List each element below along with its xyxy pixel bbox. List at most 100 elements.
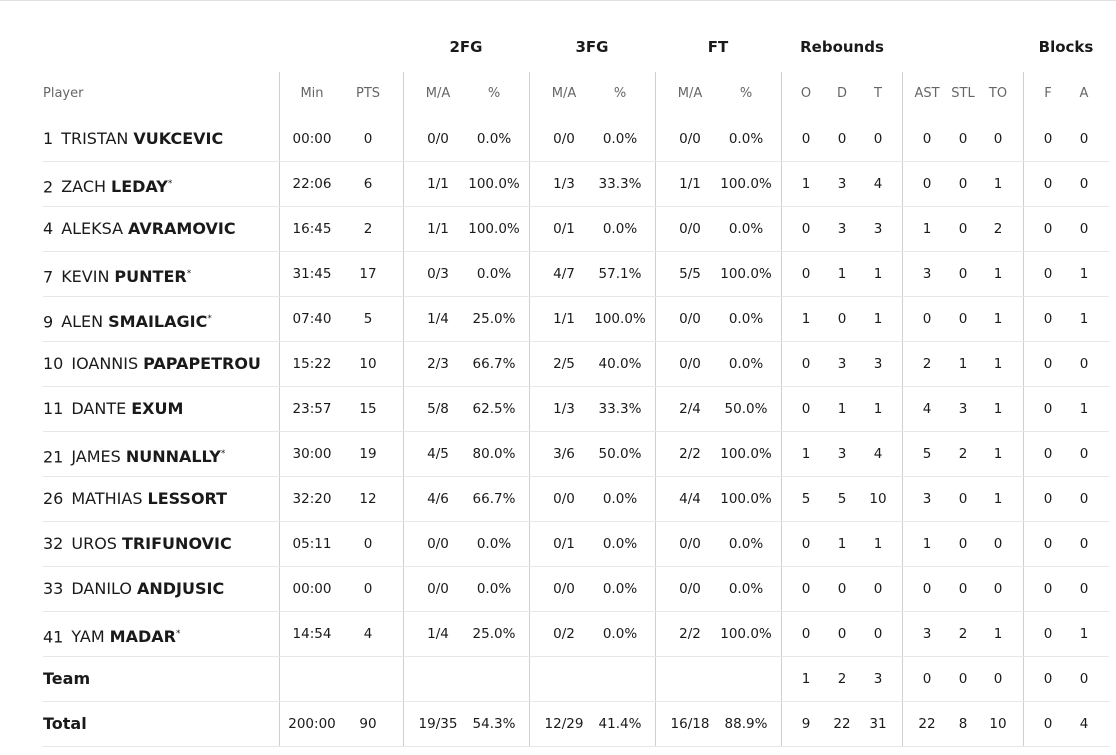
stat-cell: 0	[1043, 716, 1053, 732]
row-divider	[43, 341, 1109, 342]
player-last-name: MADAR	[109, 627, 176, 647]
stat-cell: 0	[801, 626, 811, 642]
stat-cell: 1	[993, 491, 1003, 507]
player-last-name: PUNTER	[114, 267, 187, 287]
stat-cell: 40.0%	[598, 356, 642, 372]
stat-cell: 2/2	[679, 446, 701, 462]
stat-cell: 10	[989, 716, 1007, 732]
stat-cell: 0/0	[427, 131, 449, 147]
row-divider	[43, 161, 1109, 162]
stat-cell: 0	[873, 131, 883, 147]
stat-cell: 0	[922, 581, 932, 597]
stat-cell: 1	[837, 401, 847, 417]
stat-cell: 0	[1079, 671, 1089, 687]
player-number: 1	[43, 129, 54, 148]
stat-cell: 0	[1079, 131, 1089, 147]
stat-cell: 0.0%	[476, 266, 512, 282]
player-first-name: ZACH	[61, 177, 107, 197]
stat-cell: 80.0%	[472, 446, 516, 462]
stat-cell: 4/6	[427, 491, 449, 507]
stat-cell: 0	[1079, 446, 1089, 462]
stat-cell: 3	[837, 356, 847, 372]
stat-cell: 22	[918, 716, 936, 732]
column-divider	[781, 72, 782, 747]
group-header: FT	[707, 38, 729, 56]
stat-cell: 0	[873, 626, 883, 642]
stat-cell: 2	[837, 671, 847, 687]
stat-cell: 62.5%	[472, 401, 516, 417]
column-header: Min	[300, 86, 324, 101]
stat-cell: 0.0%	[602, 491, 638, 507]
stat-cell: 1/3	[553, 176, 575, 192]
stat-cell: 1	[837, 536, 847, 552]
stat-cell: 0	[1043, 356, 1053, 372]
stat-cell: 1	[993, 626, 1003, 642]
stat-cell: 1	[873, 311, 883, 327]
stat-cell: 6	[363, 176, 373, 192]
stat-cell: 0/0	[679, 311, 701, 327]
stat-cell: 0	[801, 401, 811, 417]
player-number: 32	[43, 534, 64, 553]
starter-mark: *	[220, 449, 226, 459]
stat-cell: 0	[801, 581, 811, 597]
player-name: 11 DANTE EXUM	[43, 399, 183, 419]
stat-cell: 0	[801, 221, 811, 237]
stat-cell: 66.7%	[472, 356, 516, 372]
stat-cell: 0	[1079, 221, 1089, 237]
player-name: 9 ALEN SMAILAGIC*	[43, 309, 212, 332]
stat-cell: 0	[958, 536, 968, 552]
stat-cell: 12	[359, 491, 377, 507]
stat-cell: 25.0%	[472, 311, 516, 327]
column-header: D	[836, 86, 848, 101]
stat-cell: 0/0	[427, 581, 449, 597]
stat-cell: 0/0	[679, 131, 701, 147]
row-divider	[43, 251, 1109, 252]
stat-cell: 0/0	[427, 536, 449, 552]
stat-cell: 0	[1043, 401, 1053, 417]
stat-cell: 0	[1079, 491, 1089, 507]
stat-cell: 88.9%	[724, 716, 768, 732]
player-name: 41 YAM MADAR*	[43, 624, 180, 647]
stat-cell: 33.3%	[598, 401, 642, 417]
row-divider	[43, 521, 1109, 522]
player-first-name: DANTE	[71, 399, 127, 418]
stat-cell: 1	[801, 446, 811, 462]
stat-cell: 0/3	[427, 266, 449, 282]
column-header: PTS	[355, 86, 381, 101]
stat-cell: 0.0%	[728, 221, 764, 237]
stat-cell: 0	[1043, 131, 1053, 147]
group-header: Blocks	[1038, 38, 1094, 56]
row-divider	[43, 206, 1109, 207]
stat-cell: 1	[922, 536, 932, 552]
stat-cell: 32:20	[292, 491, 332, 507]
stat-cell: 4/7	[553, 266, 575, 282]
column-header: M/A	[425, 86, 451, 101]
row-divider	[43, 566, 1109, 567]
player-first-name: DANILO	[71, 579, 132, 598]
stat-cell: 2	[363, 221, 373, 237]
player-number: 10	[43, 354, 64, 373]
player-first-name: TRISTAN	[61, 129, 129, 148]
stat-cell: 50.0%	[598, 446, 642, 462]
stat-cell: 0	[837, 626, 847, 642]
column-header: M/A	[551, 86, 577, 101]
player-last-name: NUNNALLY	[125, 447, 221, 467]
player-first-name: YAM	[71, 627, 105, 647]
stat-cell: 1/3	[553, 401, 575, 417]
stat-cell: 0.0%	[602, 536, 638, 552]
player-name: 1 TRISTAN VUKCEVIC	[43, 129, 223, 149]
stat-cell: 1	[1079, 311, 1089, 327]
stat-cell: 0	[993, 581, 1003, 597]
stat-cell: 0.0%	[602, 221, 638, 237]
stat-cell: 0	[1043, 176, 1053, 192]
player-name: 4 ALEKSA AVRAMOVIC	[43, 219, 236, 239]
player-last-name: EXUM	[131, 399, 184, 418]
row-divider	[43, 701, 1109, 702]
player-first-name: MATHIAS	[71, 489, 143, 508]
group-header: 2FG	[449, 38, 483, 56]
stat-cell: 2	[958, 626, 968, 642]
stat-cell: 0	[801, 536, 811, 552]
player-number: 11	[43, 399, 64, 418]
row-divider	[43, 476, 1109, 477]
player-last-name: LEDAY	[111, 177, 168, 197]
